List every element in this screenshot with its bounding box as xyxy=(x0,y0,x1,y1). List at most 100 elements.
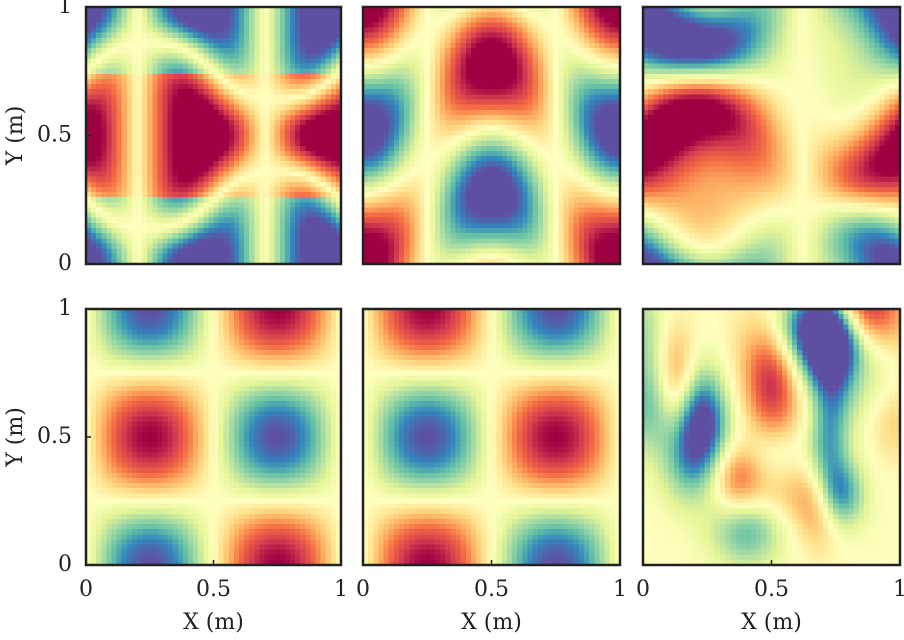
field-cell xyxy=(116,207,123,214)
field-cell xyxy=(517,140,523,147)
field-cell xyxy=(86,207,92,214)
field-cell xyxy=(414,125,421,131)
field-cell xyxy=(223,166,230,173)
field-cell xyxy=(599,17,606,24)
field-cell xyxy=(228,120,235,126)
field-cell xyxy=(284,212,291,219)
field-cell xyxy=(609,114,616,121)
field-cell xyxy=(455,248,462,255)
field-cell xyxy=(363,202,369,209)
field-cell xyxy=(325,233,332,239)
field-cell xyxy=(228,125,235,131)
field-cell xyxy=(335,145,342,152)
field-cell xyxy=(542,7,549,13)
field-cell xyxy=(310,63,317,70)
field-cell xyxy=(512,32,518,39)
field-cell xyxy=(157,217,164,224)
field-cell xyxy=(609,7,616,13)
field-cell xyxy=(450,58,457,65)
field-cell xyxy=(584,73,590,80)
field-cell xyxy=(537,228,544,234)
field-cell xyxy=(368,89,374,95)
field-cell xyxy=(470,171,477,178)
field-cell xyxy=(486,53,493,59)
field-cell xyxy=(393,12,400,18)
field-cell xyxy=(228,48,235,54)
field-cell xyxy=(573,120,580,126)
field-cell xyxy=(604,17,611,24)
field-cell xyxy=(409,99,415,106)
field-cell xyxy=(315,161,322,167)
field-cell xyxy=(182,114,189,121)
field-cell xyxy=(157,258,164,265)
field-cell xyxy=(450,48,457,54)
field-cell xyxy=(279,125,286,131)
field-cell xyxy=(86,42,92,49)
field-cell xyxy=(604,42,611,49)
field-cell xyxy=(609,150,616,157)
field-cell xyxy=(440,109,446,116)
field-cell xyxy=(537,181,544,188)
field-cell xyxy=(594,228,601,234)
field-cell xyxy=(578,48,585,54)
field-cell xyxy=(368,94,374,101)
field-cell xyxy=(419,161,426,167)
field-cell xyxy=(455,243,462,250)
field-cell xyxy=(470,99,477,106)
field-cell xyxy=(315,89,322,95)
field-cell xyxy=(522,258,529,265)
field-cell xyxy=(91,243,97,250)
field-cell xyxy=(537,37,544,44)
field-cell xyxy=(604,217,611,224)
field-cell xyxy=(239,37,245,44)
field-cell xyxy=(517,145,523,152)
field-cell xyxy=(501,130,508,137)
field-cell xyxy=(424,89,431,95)
field-cell xyxy=(445,99,451,106)
field-cell xyxy=(542,78,549,85)
field-cell xyxy=(147,145,153,152)
field-cell xyxy=(424,253,431,260)
field-cell xyxy=(96,197,102,203)
field-cell xyxy=(486,161,493,167)
field-cell xyxy=(182,212,189,219)
field-cell xyxy=(126,130,133,137)
field-cell xyxy=(142,58,148,65)
field-cell xyxy=(182,202,189,209)
field-cell xyxy=(558,22,565,29)
field-cell xyxy=(213,73,220,80)
field-cell xyxy=(599,197,606,203)
field-cell xyxy=(279,243,286,250)
field-cell xyxy=(126,37,133,44)
field-cell xyxy=(131,17,138,24)
field-cell xyxy=(476,63,482,70)
field-cell xyxy=(486,32,493,39)
field-cell xyxy=(101,161,107,167)
field-cell xyxy=(491,212,498,219)
field-cell xyxy=(594,27,601,34)
field-cell xyxy=(96,222,102,229)
field-cell xyxy=(269,73,276,80)
field-cell xyxy=(106,12,113,18)
field-cell xyxy=(568,140,575,147)
field-cell xyxy=(476,140,482,147)
field-cell xyxy=(517,222,523,229)
field-cell xyxy=(548,7,554,13)
field-cell xyxy=(218,253,225,260)
field-cell xyxy=(182,166,189,173)
field-cell xyxy=(414,253,421,260)
field-cell xyxy=(254,145,260,152)
field-cell xyxy=(96,217,102,224)
field-cell xyxy=(121,212,128,219)
field-cell xyxy=(517,73,523,80)
field-cell xyxy=(295,140,301,147)
field-cell xyxy=(363,109,369,116)
field-cell xyxy=(101,84,107,90)
field-cell xyxy=(330,228,337,234)
field-cell xyxy=(152,228,158,234)
field-cell xyxy=(429,258,436,265)
field-cell xyxy=(131,99,138,106)
field-cell xyxy=(517,197,523,203)
field-cell xyxy=(548,140,554,147)
field-cell xyxy=(414,150,421,157)
